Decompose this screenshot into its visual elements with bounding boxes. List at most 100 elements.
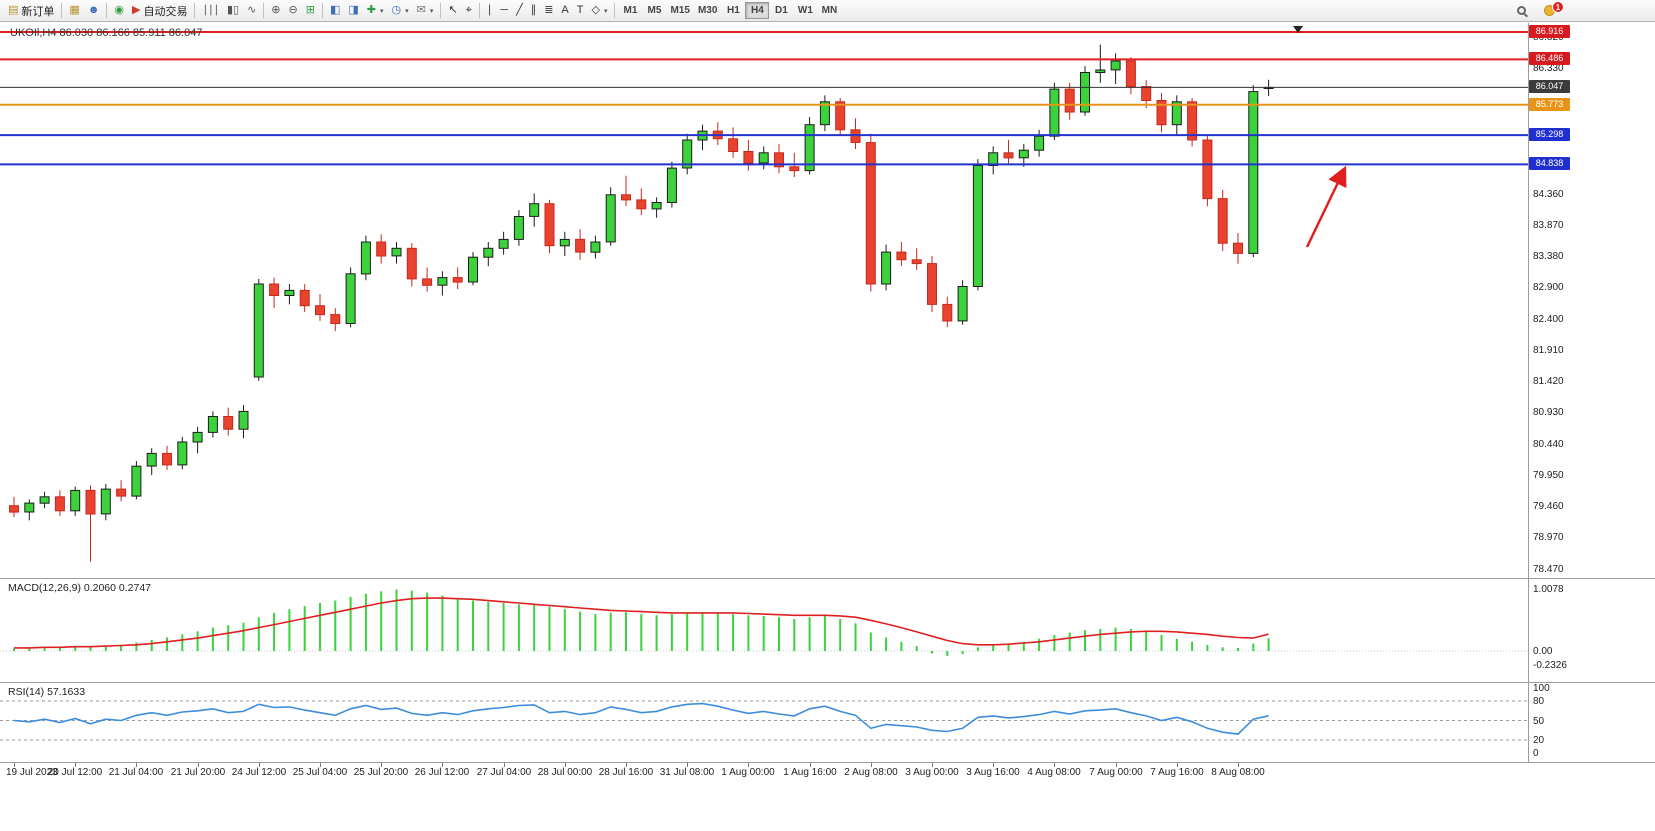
toolbar-separator (321, 3, 323, 18)
timeframe-w1-button[interactable]: W1 (793, 2, 817, 19)
timeframe-m1-button[interactable]: M1 (618, 2, 642, 19)
shapes-button[interactable]: ◇ ▾ (588, 2, 612, 20)
profile-button[interactable]: ☻ (84, 2, 104, 20)
candle-chart-view-button[interactable]: ▮▯ (223, 2, 243, 20)
candle (192, 426, 203, 454)
crosshair-icon: ⌖ (465, 4, 472, 16)
candle (636, 188, 647, 216)
time-axis-label: 3 Aug 00:00 (905, 767, 959, 778)
add-indicator-button[interactable]: ✚ ▾ (363, 2, 388, 20)
zoom-out-button[interactable]: ⊖ (285, 2, 302, 20)
candle (238, 405, 249, 439)
candle (299, 284, 310, 312)
timeframe-h1-button[interactable]: H1 (721, 2, 745, 19)
notifications-button[interactable]: 1 (1540, 0, 1564, 20)
candle (621, 175, 631, 207)
panel-splitter[interactable] (0, 578, 1655, 579)
time-axis-tick (381, 763, 382, 767)
candlestick-chart[interactable] (0, 23, 1529, 578)
price-axis-label: 79.950 (1533, 470, 1564, 481)
timeframe-d1-button[interactable]: D1 (769, 2, 793, 19)
candle (391, 242, 402, 264)
panel-splitter[interactable] (0, 762, 1655, 763)
line-chart-view-icon: ∿ (247, 4, 257, 16)
trendline-button[interactable]: ╱ (512, 2, 527, 20)
tile-windows-button[interactable]: ⊞ (302, 2, 319, 20)
templates-icon: ✉ (416, 4, 426, 16)
candle (942, 296, 953, 328)
cursor-button[interactable]: ↖ (444, 2, 461, 20)
candle (666, 161, 677, 208)
candle (376, 234, 387, 264)
text-icon: A (561, 4, 569, 16)
candle (131, 461, 142, 500)
candle (1248, 85, 1259, 258)
zoom-in-icon: ⊕ (271, 4, 281, 16)
candle (804, 117, 815, 175)
candle (85, 485, 96, 562)
rsi-panel[interactable] (0, 683, 1529, 762)
templates-button[interactable]: ✉ ▾ (413, 2, 438, 20)
candle (1080, 66, 1090, 116)
price-axis-label: 78.970 (1533, 532, 1564, 543)
cascade-windows-button[interactable]: ◨ (344, 2, 362, 20)
time-axis-tick (1116, 763, 1117, 767)
macd-panel[interactable] (0, 579, 1529, 682)
dropdown-arrow-icon: ▾ (379, 7, 384, 15)
toolbar-buttons: ▤ 新订单 ▦ ☻ ◉ ▶ 自动交易 ∣∣∣ ▮▯ ∿ ⊕ ⊖ ⊞ ◧ ◨ ✚ ▾ ◷ ▾ ✉ ▾ ↖ ⌖ ∣ ─ ╱ ∥ ≣ A T ◇ ▾ (4, 0, 618, 22)
price-axis-label: 82.400 (1533, 314, 1564, 325)
time-axis-label: 19 Jul 2023 (6, 767, 58, 778)
candle (116, 480, 127, 502)
label-button[interactable]: T (573, 2, 588, 20)
horizontal-line-button[interactable]: ─ (496, 2, 512, 20)
toolbar-separator (61, 3, 63, 18)
text-button[interactable]: A (557, 2, 572, 20)
candle (1171, 95, 1182, 135)
channel-button[interactable]: ∥ (527, 2, 541, 20)
autotrading-button[interactable]: ▶ 自动交易 (128, 2, 191, 20)
candle (712, 122, 723, 146)
time-axis-tick (810, 763, 811, 767)
rsi-axis-label: 50 (1533, 716, 1545, 727)
timeframe-m15-button[interactable]: M15 (666, 2, 693, 19)
search-icon (1517, 6, 1526, 15)
rsi-axis-label: 20 (1533, 735, 1545, 746)
time-axis-label: 26 Jul 12:00 (414, 767, 470, 778)
candle (162, 445, 172, 470)
time-axis-tick (320, 763, 321, 767)
time-axis-tick (993, 763, 994, 767)
time-axis-label: 31 Jul 08:00 (659, 767, 715, 778)
timeframe-m5-button[interactable]: M5 (642, 2, 666, 19)
time-axis-label: 1 Aug 00:00 (721, 767, 775, 778)
candle (1156, 92, 1167, 133)
main-toolbar: ▤ 新订单 ▦ ☻ ◉ ▶ 自动交易 ∣∣∣ ▮▯ ∿ ⊕ ⊖ ⊞ ◧ ◨ ✚ ▾ ◷ ▾ ✉ ▾ ↖ ⌖ ∣ ─ ╱ ∥ ≣ A T ◇ ▾… (0, 0, 1655, 22)
line-chart-view-button[interactable]: ∿ (243, 2, 260, 20)
time-axis-tick (198, 763, 199, 767)
period-button[interactable]: ◷ ▾ (388, 2, 413, 20)
search-button[interactable] (1513, 2, 1530, 20)
timeframe-m30-button[interactable]: M30 (694, 2, 721, 19)
cursor-icon: ↖ (448, 4, 458, 16)
time-axis-tick (259, 763, 260, 767)
bar-chart-view-button[interactable]: ∣∣∣ (198, 2, 223, 20)
candle (957, 280, 968, 325)
arrange-windows-button[interactable]: ◧ (326, 2, 344, 20)
price-marker-box: 86.486 (1529, 52, 1570, 65)
panel-splitter[interactable] (0, 682, 1655, 683)
tile-windows-icon: ⊞ (305, 4, 315, 16)
shapes-icon: ◇ (591, 4, 600, 16)
vertical-line-button[interactable]: ∣ (483, 2, 497, 20)
candle (850, 118, 861, 149)
timeframe-mn-button[interactable]: MN (817, 2, 841, 19)
fibonacci-button[interactable]: ≣ (540, 2, 557, 20)
market-watch-button[interactable]: ▦ (65, 2, 83, 20)
price-axis-label: 81.420 (1533, 376, 1564, 387)
zoom-in-button[interactable]: ⊕ (267, 2, 284, 20)
one-click-trading-button[interactable]: ◉ (110, 2, 128, 20)
timeframe-h4-button[interactable]: H4 (745, 2, 770, 19)
new-order-button[interactable]: ▤ 新订单 (4, 2, 58, 20)
candle (1141, 80, 1152, 109)
candle (1217, 189, 1228, 251)
crosshair-button[interactable]: ⌖ (462, 2, 476, 20)
